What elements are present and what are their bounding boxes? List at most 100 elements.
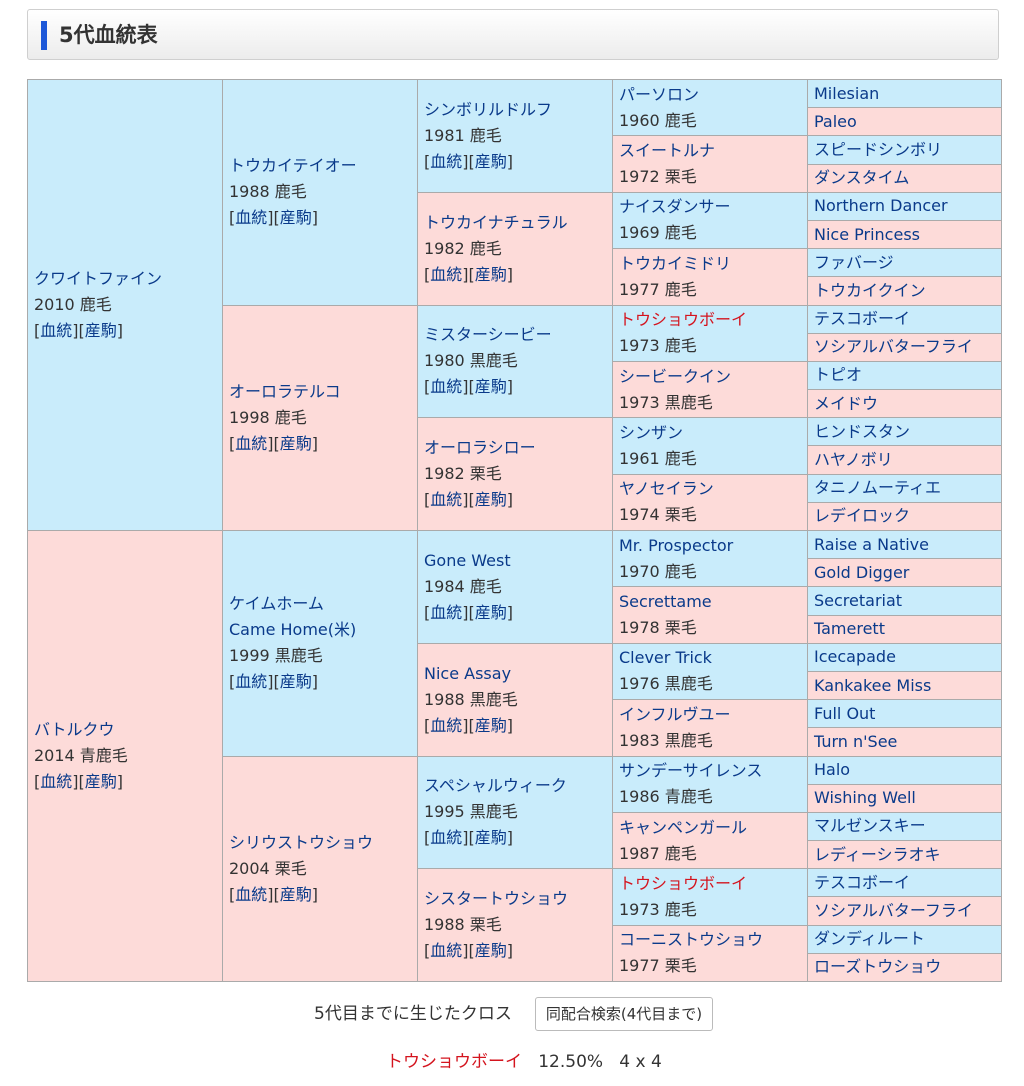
pedigree-link[interactable]: 血統 (430, 828, 463, 848)
horse-name-link[interactable]: サンデーサイレンス (619, 761, 763, 781)
progeny-link[interactable]: 産駒 (474, 151, 507, 171)
progeny-link[interactable]: 産駒 (474, 602, 507, 622)
horse-name-link[interactable]: レデイロック (814, 506, 911, 526)
horse-name-link[interactable]: ソシアルバターフライ (814, 337, 973, 357)
horse-name-link[interactable]: Gone West (424, 550, 511, 570)
pedigree-link[interactable]: 血統 (430, 941, 463, 961)
progeny-link[interactable]: 産駒 (279, 208, 312, 228)
horse-name-link[interactable]: シービークイン (619, 366, 732, 386)
pedigree-link[interactable]: 血統 (430, 151, 463, 171)
pedigree-link[interactable]: 血統 (430, 602, 463, 622)
progeny-link[interactable]: 産駒 (279, 672, 312, 692)
pedigree-link[interactable]: 血統 (430, 377, 463, 397)
horse-name-link[interactable]: インフルヴユー (619, 704, 731, 724)
progeny-link[interactable]: 産駒 (84, 772, 117, 791)
pedigree-link[interactable]: 血統 (235, 884, 268, 904)
horse-name-link[interactable]: トピオ (814, 365, 863, 385)
horse-name-link[interactable]: ナイスダンサー (619, 197, 731, 217)
horse-name-link[interactable]: Northern Dancer (814, 196, 948, 216)
horse-name-link[interactable]: トウカイクイン (814, 280, 926, 300)
horse-name-link[interactable]: Clever Trick (619, 648, 712, 668)
horse-name-link[interactable]: テスコボーイ (814, 309, 911, 329)
progeny-link[interactable]: 産駒 (474, 715, 507, 735)
horse-name-link[interactable]: シンザン (619, 422, 684, 442)
horse-name-link[interactable]: マルゼンスキー (814, 816, 926, 836)
horse-name-link[interactable]: ケイムホーム (229, 594, 324, 614)
horse-name-link[interactable]: トウカイテイオー (229, 156, 357, 176)
horse-alt-name-link[interactable]: Came Home(米) (229, 620, 357, 640)
horse-name-link[interactable]: オーロラテルコ (229, 381, 341, 401)
pedigree-cell-g2: オーロラテルコ 1998 鹿毛 [血統][産駒] (222, 304, 418, 531)
horse-name-link[interactable]: スペシャルウィーク (424, 776, 567, 796)
horse-name-link[interactable]: Paleo (814, 111, 857, 131)
horse-name-link[interactable]: テスコボーイ (814, 872, 911, 892)
horse-name-link[interactable]: タニノムーティエ (814, 478, 942, 498)
horse-name-link[interactable]: メイドウ (814, 393, 879, 413)
pedigree-link[interactable]: 血統 (235, 433, 268, 453)
horse-name-link[interactable]: パーソロン (619, 84, 700, 104)
horse-name-link[interactable]: Kankakee Miss (814, 675, 932, 695)
horse-name-link[interactable]: キャンペンガール (619, 817, 748, 837)
horse-name-link[interactable]: Full Out (814, 703, 876, 723)
horse-name-link[interactable]: Tamerett (814, 619, 885, 639)
horse-info: 1988 黒鹿毛 (424, 689, 518, 709)
horse-name-link[interactable]: トウカイナチュラル (424, 212, 568, 232)
pedigree-cell-g5: ソシアルバターフライ (807, 332, 1002, 362)
pedigree-link[interactable]: 血統 (430, 264, 463, 284)
horse-name-link[interactable]: オーロラシロー (424, 438, 536, 458)
horse-name-link[interactable]: Raise a Native (814, 534, 929, 554)
pedigree-link[interactable]: 血統 (430, 490, 463, 510)
horse-name-link[interactable]: Mr. Prospector (619, 535, 734, 555)
horse-name-link[interactable]: ヤノセイラン (619, 479, 714, 499)
horse-name-link[interactable]: Secretariat (814, 590, 903, 610)
horse-name-link[interactable]: ダンスタイム (814, 168, 910, 188)
pedigree-link[interactable]: 血統 (40, 321, 73, 340)
pedigree-link[interactable]: 血統 (235, 672, 268, 692)
pedigree-row: オーロラシロー 1982 栗毛 [血統][産駒] シンザン 1961 鹿毛 ヒンドスタン (28, 417, 1002, 531)
progeny-link[interactable]: 産駒 (474, 490, 507, 510)
horse-name-link[interactable]: クワイトファイン (34, 269, 163, 288)
horse-name-link[interactable]: ダンディルート (814, 929, 925, 949)
same-mating-search-button[interactable]: 同配合検索(4代目まで) (535, 997, 713, 1031)
horse-name-link[interactable]: バトルクウ (34, 720, 115, 739)
horse-name-link[interactable]: Gold Digger (814, 562, 910, 582)
horse-name-link[interactable]: ファバージ (814, 252, 894, 272)
progeny-link[interactable]: 産駒 (474, 828, 507, 848)
pedigree-cell-g5: Turn n'See (807, 727, 1002, 757)
horse-name-link[interactable]: ローズトウショウ (814, 957, 942, 977)
horse-name-link[interactable]: ミスターシービー (424, 325, 552, 345)
horse-name-link[interactable]: トウショウボーイ (619, 310, 748, 330)
pedigree-link[interactable]: 血統 (430, 715, 463, 735)
progeny-link[interactable]: 産駒 (474, 941, 507, 961)
horse-name-link[interactable]: Secrettame (619, 592, 712, 612)
progeny-link[interactable]: 産駒 (474, 264, 507, 284)
horse-name-link[interactable]: Turn n'See (814, 731, 898, 751)
horse-name-link[interactable]: トウショウボーイ (619, 873, 748, 893)
horse-name-link[interactable]: Icecapade (814, 647, 896, 667)
horse-name-link[interactable]: シリウストウショウ (229, 832, 374, 852)
horse-name-link[interactable]: シスタートウショウ (424, 889, 569, 909)
horse-name-link[interactable]: Milesian (814, 83, 880, 103)
horse-name-link[interactable]: Halo (814, 760, 851, 780)
pedigree-link[interactable]: 血統 (40, 772, 73, 791)
horse-name-link[interactable]: レディーシラオキ (814, 844, 941, 864)
horse-name-link[interactable]: Wishing Well (814, 788, 916, 808)
pedigree-link[interactable]: 血統 (235, 208, 268, 228)
horse-name-link[interactable]: ヒンドスタン (814, 421, 911, 441)
progeny-link[interactable]: 産駒 (279, 884, 312, 904)
horse-name-link[interactable]: スイートルナ (619, 141, 716, 161)
horse-name-link[interactable]: ハヤノボリ (814, 450, 893, 470)
horse-name-link[interactable]: Nice Princess (814, 224, 920, 244)
progeny-link[interactable]: 産駒 (279, 433, 312, 453)
horse-name-link[interactable]: Nice Assay (424, 663, 512, 683)
progeny-link[interactable]: 産駒 (84, 321, 117, 340)
horse-name-link[interactable]: トウカイミドリ (619, 253, 732, 273)
horse-name-link[interactable]: コーニストウショウ (619, 930, 764, 950)
horse-name-link[interactable]: シンボリルドルフ (424, 99, 553, 119)
cross-horse-link[interactable]: トウショウボーイ (386, 1052, 522, 1072)
pedigree-cell-g5: タニノムーティエ (807, 473, 1002, 503)
horse-name-link[interactable]: スピードシンボリ (814, 139, 943, 159)
progeny-link[interactable]: 産駒 (474, 377, 507, 397)
horse-name-link[interactable]: ソシアルバターフライ (814, 901, 973, 921)
pedigree-row: オーロラテルコ 1998 鹿毛 [血統][産駒] ミスターシービー 1980 黒鹿毛 [血… (28, 304, 1002, 531)
